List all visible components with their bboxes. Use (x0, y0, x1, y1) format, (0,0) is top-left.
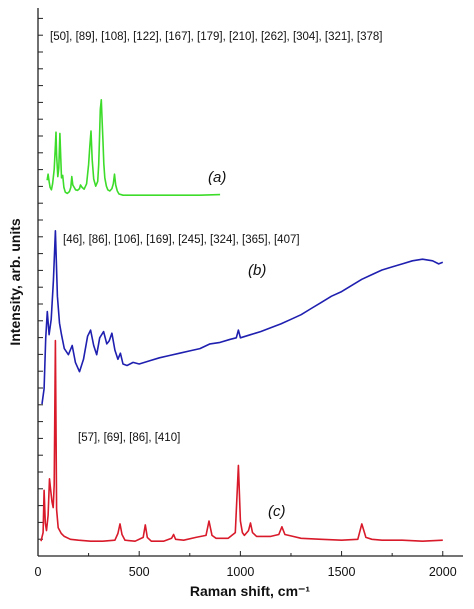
series-a-label: (a) (208, 169, 226, 186)
series-b-label: (b) (248, 262, 266, 279)
x-tick-label: 2000 (429, 565, 457, 579)
series-c-label: (c) (268, 503, 286, 520)
y-axis-ticks (38, 17, 43, 557)
series-c-line (40, 339, 443, 543)
series-a-peak-annotation: [50], [89], [108], [122], [167], [179], … (50, 31, 382, 43)
x-tick-label: 0 (35, 565, 42, 579)
series-b-peak-annotation: [46], [86], [106], [169], [245], [324], … (63, 234, 300, 246)
x-axis-ticks (37, 551, 444, 556)
x-tick-label: 1500 (328, 565, 356, 579)
series-a-line (46, 99, 221, 196)
x-tick-label: 1000 (226, 565, 254, 579)
x-axis-title: Raman shift, cm⁻¹ (190, 583, 311, 599)
x-tick-label: 500 (129, 565, 150, 579)
series-c-peak-annotation: [57], [69], [86], [410] (78, 432, 180, 444)
y-axis-title: Intensity, arb. units (7, 218, 23, 346)
series-b-line (41, 230, 444, 405)
